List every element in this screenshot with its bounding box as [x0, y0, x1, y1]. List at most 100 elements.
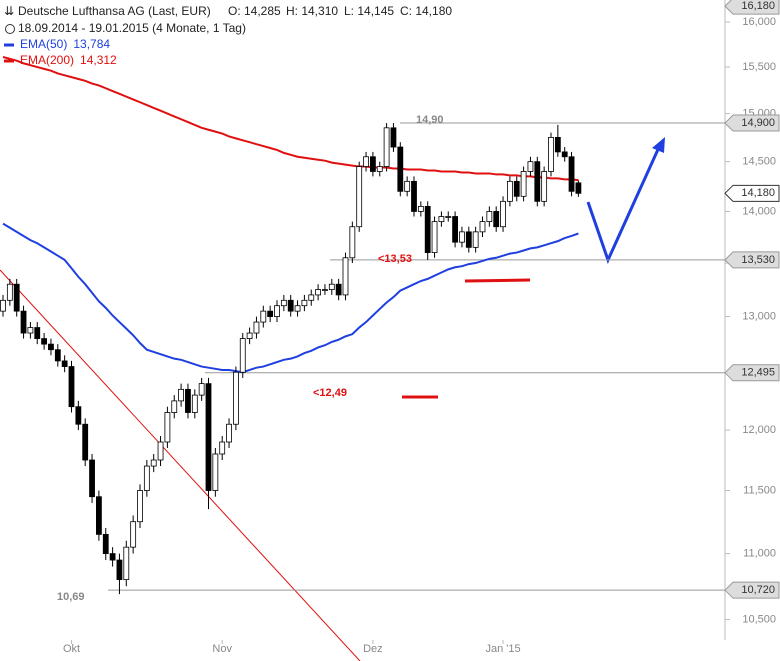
candle-body — [130, 521, 137, 548]
candle-body — [459, 231, 465, 243]
x-tick-label: Okt — [63, 643, 80, 655]
candle-body — [356, 166, 363, 228]
legend-name: EMA(200) — [20, 53, 74, 67]
price-tag-label: 12,495 — [741, 367, 775, 379]
y-tick-label: 15,500 — [742, 61, 776, 73]
candle-body — [390, 127, 397, 148]
support-mark — [464, 278, 531, 283]
price-tag-label: 13,530 — [741, 254, 775, 266]
candle-body — [561, 151, 568, 158]
annotation: <13,53 — [378, 253, 412, 265]
candle-body — [267, 310, 274, 317]
candle-body — [96, 496, 102, 535]
candle-body — [246, 332, 253, 339]
candle-body — [568, 156, 575, 192]
candle-body — [54, 349, 61, 362]
candle-body — [417, 205, 424, 212]
candle-body — [424, 205, 431, 253]
x-tick-label: Dez — [363, 643, 383, 655]
y-tick-label: 13,000 — [742, 310, 776, 322]
candle-body — [68, 366, 75, 408]
candle-body — [191, 394, 198, 413]
price-tag — [724, 114, 780, 132]
annotation: <12,49 — [313, 387, 347, 399]
price-tag — [724, 0, 780, 15]
candle-body — [274, 305, 280, 317]
candle-body — [150, 459, 157, 467]
candle-body — [116, 559, 123, 581]
candle-body — [82, 423, 89, 461]
candle-body — [219, 441, 226, 455]
candle-body — [493, 211, 500, 228]
candle-body — [143, 465, 150, 491]
candle-body — [342, 257, 349, 296]
y-tick-label: 14,500 — [742, 156, 776, 168]
price-tag — [724, 581, 780, 599]
ema-line — [2, 222, 579, 374]
annotation: 14,90 — [416, 114, 444, 126]
clock-icon — [5, 24, 15, 34]
candle-body — [198, 383, 205, 396]
candle-body — [157, 441, 164, 461]
candle-body — [20, 310, 27, 334]
candle-body — [486, 211, 493, 223]
price-tag-label: 14,180 — [741, 187, 775, 199]
candle-body — [185, 388, 191, 413]
candle-body — [287, 299, 294, 312]
y-tick-label: 12,000 — [742, 424, 776, 436]
candle-body — [548, 137, 554, 172]
candle-body — [322, 289, 328, 291]
candle-body — [164, 412, 171, 443]
menu-icon: ⇊ — [4, 4, 14, 18]
legend-name: EMA(50) — [20, 37, 67, 51]
candle-body — [0, 299, 6, 312]
candle-body — [554, 137, 561, 153]
trend-line — [0, 269, 361, 661]
candle-body — [89, 459, 95, 498]
candle-body — [472, 231, 479, 248]
forecast-arrow — [586, 144, 662, 265]
candle-body — [438, 216, 445, 223]
price-tag-label: 16,180 — [741, 0, 775, 12]
candle-body — [404, 180, 411, 192]
y-tick-label: 11,000 — [743, 547, 776, 559]
candle-body — [452, 216, 459, 243]
candle-body — [349, 226, 356, 259]
candle-body — [376, 166, 383, 172]
candle-body — [212, 453, 219, 491]
candle-body — [465, 231, 472, 248]
candle-body — [397, 146, 404, 192]
legend-value: 13,784 — [73, 37, 110, 51]
candle-body — [294, 305, 301, 312]
candle-body — [13, 283, 20, 312]
candle-body — [445, 216, 452, 218]
candle-body — [123, 546, 130, 581]
x-tick-label: Nov — [212, 643, 232, 655]
y-tick-label: 10,500 — [742, 613, 776, 625]
y-tick-label: 14,000 — [742, 205, 776, 217]
ohlc-close: C: 14,180 — [400, 4, 452, 18]
candle-body — [411, 180, 417, 212]
price-tag — [724, 364, 780, 382]
price-tag — [724, 251, 780, 269]
candle-body — [534, 161, 541, 202]
price-tag-label: 14,900 — [741, 117, 775, 129]
price-tag — [724, 184, 780, 202]
y-tick-label: 11,500 — [743, 484, 776, 496]
candle-body — [431, 221, 438, 253]
candle-body — [253, 321, 260, 334]
candle-body — [541, 171, 548, 202]
candle-body — [137, 490, 143, 523]
candle-body — [308, 294, 315, 301]
candle-body — [232, 371, 239, 425]
candle-body — [575, 182, 582, 194]
x-tick-label: Jan '15 — [485, 643, 520, 655]
subtitle: 18.09.2014 - 19.01.2015 (4 Monate, 1 Tag… — [18, 21, 246, 35]
candle-body — [383, 127, 390, 167]
ema-line — [2, 56, 579, 182]
legend-value: 14,312 — [80, 53, 117, 67]
candle-body — [280, 299, 287, 307]
candle-body — [513, 180, 520, 197]
candle-body — [301, 299, 308, 307]
candle-body — [48, 343, 54, 351]
